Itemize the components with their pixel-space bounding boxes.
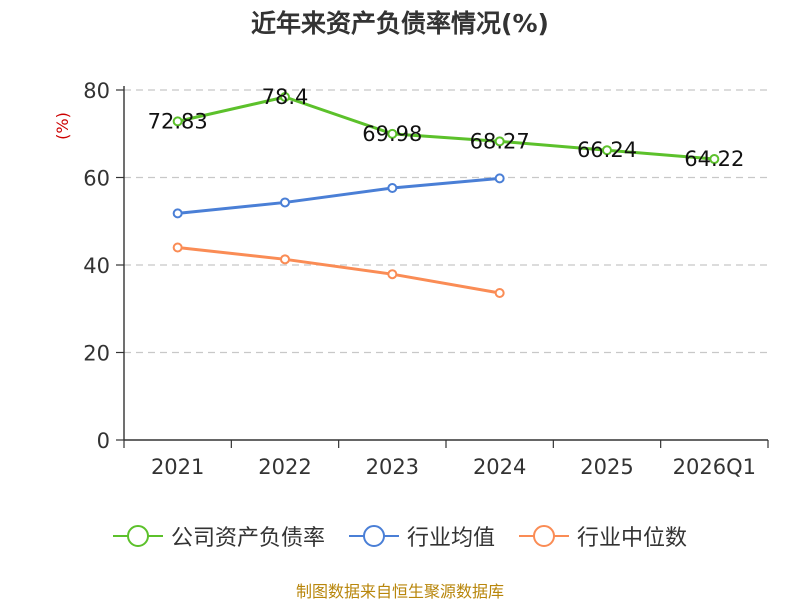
x-tick-label: 2025 [580, 455, 633, 479]
legend-swatch [348, 524, 399, 548]
source-note: 制图数据来自恒生聚源数据库 [295, 582, 504, 601]
data-point [280, 92, 290, 102]
legend-item[interactable]: 行业中位数 [519, 520, 687, 552]
data-point [280, 254, 290, 265]
series-line [177, 95, 715, 161]
legend-label: 行业均值 [406, 526, 495, 551]
legend-marker [126, 525, 149, 547]
y-tick-label: 80 [83, 79, 110, 103]
legend-swatch [519, 524, 569, 548]
legend-label: 行业中位数 [577, 526, 688, 551]
data-label: 72.83 [148, 109, 208, 133]
y-tick-label: 60 [83, 167, 110, 191]
x-tick-label: 2022 [258, 455, 311, 479]
x-tick-label: 2021 [151, 455, 204, 479]
data-point [494, 173, 505, 184]
data-label: 68.27 [470, 129, 530, 153]
data-point [387, 128, 398, 139]
data-point [494, 136, 505, 147]
legend: 公司资产负债率 行业均值 行业中位数 [0, 520, 800, 552]
data-label: 78.4 [262, 85, 309, 109]
series-line [177, 246, 500, 295]
chart-title: 近年来资产负债率情况(%) [251, 9, 549, 38]
data-label: 64.22 [684, 147, 744, 171]
data-point [387, 269, 398, 280]
x-tick-label: 2024 [473, 455, 526, 479]
legend-item[interactable]: 行业均值 [348, 520, 495, 552]
data-point [172, 208, 183, 219]
data-point [280, 197, 290, 208]
y-tick-label: 40 [83, 254, 110, 278]
legend-label: 公司资产负债率 [170, 526, 325, 551]
data-point [602, 145, 612, 156]
data-label: 69.98 [362, 122, 422, 146]
data-label: 66.24 [577, 138, 637, 162]
data-point [494, 288, 505, 298]
legend-marker [533, 525, 555, 547]
y-tick-label: 0 [97, 429, 110, 453]
data-point [387, 183, 398, 193]
y-tick-label: 20 [83, 342, 110, 366]
x-tick-label: 2026Q1 [673, 455, 756, 479]
x-tick-label: 2023 [366, 455, 419, 479]
legend-marker [362, 525, 385, 547]
data-point [172, 242, 183, 253]
legend-swatch [112, 524, 163, 548]
legend-item[interactable]: 公司资产负债率 [112, 520, 325, 552]
data-point [172, 116, 183, 127]
series-line [177, 176, 500, 215]
data-point [709, 154, 720, 165]
y-axis-label: (%) [53, 112, 72, 140]
